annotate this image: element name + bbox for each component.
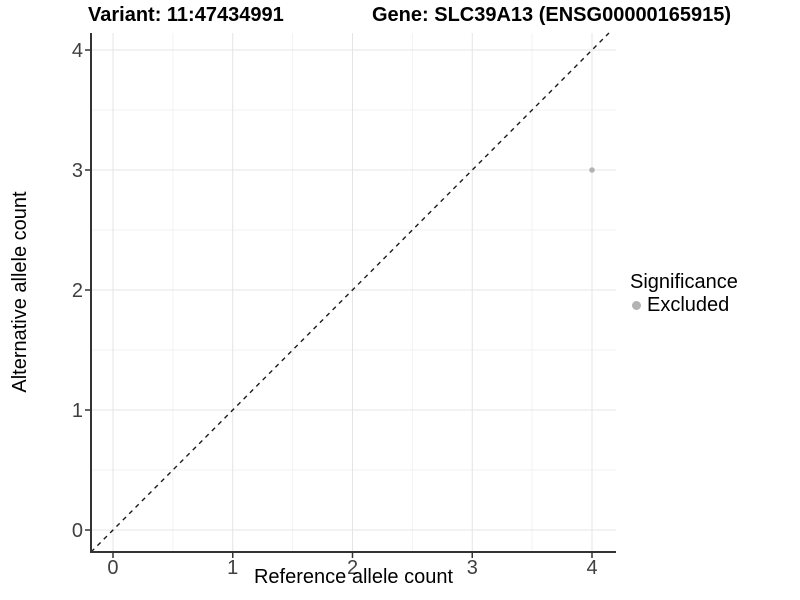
variant-title: Variant: 11:47434991 xyxy=(88,4,284,26)
x-tick-label: 4 xyxy=(586,557,597,579)
y-tick-label: 2 xyxy=(72,280,83,302)
y-tick-label: 0 xyxy=(72,520,83,542)
gene-title: Gene: SLC39A13 (ENSG00000165915) xyxy=(372,4,732,26)
y-tick-label: 1 xyxy=(72,400,83,422)
y-axis-title: Alternative allele count xyxy=(9,191,31,393)
legend-entries: Excluded xyxy=(628,294,738,316)
x-tick-label: 2 xyxy=(347,557,358,579)
legend: Significance Excluded xyxy=(628,271,738,316)
x-tick-label: 0 xyxy=(107,557,118,579)
data-point xyxy=(589,167,595,173)
x-axis-title: Reference allele count xyxy=(253,566,453,588)
x-tick-label: 1 xyxy=(227,557,238,579)
legend-entry: Excluded xyxy=(628,294,738,316)
x-tick-label: 3 xyxy=(467,557,478,579)
legend-title: Significance xyxy=(630,271,738,293)
y-tick-label: 4 xyxy=(72,40,83,62)
legend-entry-label: Excluded xyxy=(647,294,730,316)
identity-dashed-line xyxy=(90,32,610,553)
y-tick-label: 3 xyxy=(72,160,83,182)
legend-key-dot-icon xyxy=(632,300,641,310)
